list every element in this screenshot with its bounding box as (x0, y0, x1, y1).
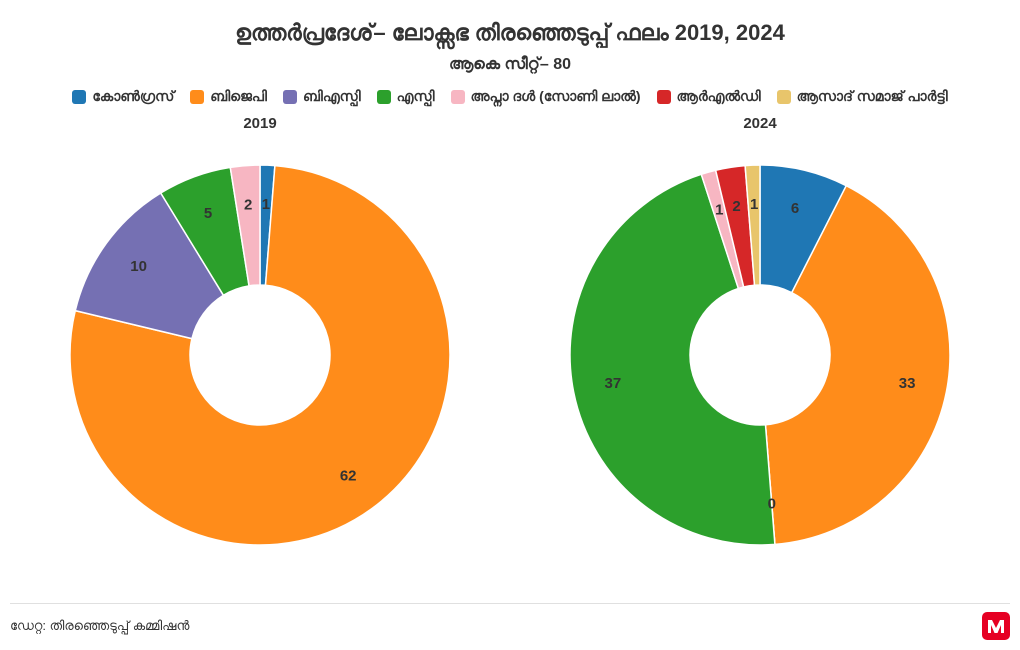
legend-label: എസ്പി (397, 88, 435, 105)
slice-value-label: 10 (130, 258, 147, 275)
slice-value-label: 1 (715, 202, 723, 219)
donut-year-label: 2019 (30, 115, 490, 132)
donut-chart: 2019 1 62 10 5 2 (30, 115, 490, 565)
legend-swatch (657, 90, 671, 104)
legend-swatch (451, 90, 465, 104)
source-text: ഡേറ്റ: തിരഞ്ഞെടുപ്പ് കമ്മിഷൻ (10, 618, 189, 634)
slice-value-label: 5 (204, 205, 212, 222)
slice-value-label: 6 (791, 200, 799, 217)
donut-svg: 1 62 10 5 2 (30, 135, 490, 565)
legend-item: ആർഎൽഡി (657, 88, 761, 105)
legend-label: അപ്നാ ദൾ (സോണി ലാൽ) (471, 88, 641, 105)
slice-value-label: 37 (605, 375, 622, 392)
slice-value-label: 0 (768, 496, 776, 513)
donut-svg: 6 33 0 37 121 (530, 135, 990, 565)
legend-label: ആർഎൽഡി (677, 88, 761, 105)
charts-area: 201916210522024633037121 (10, 115, 1010, 565)
legend-item: കോൺഗ്രസ് (72, 88, 174, 105)
legend-label: ബിജെപി (210, 88, 267, 105)
legend-swatch (283, 90, 297, 104)
legend-swatch (777, 90, 791, 104)
legend-label: കോൺഗ്രസ് (92, 88, 174, 105)
chart-title: ഉത്തർപ്രദേശ്– ലോക്സഭ തിരഞ്ഞെടുപ്പ് ഫലം 2… (10, 20, 1010, 46)
legend-swatch (377, 90, 391, 104)
legend-swatch (72, 90, 86, 104)
slice-value-label: 2 (732, 198, 740, 215)
slice-value-label: 33 (899, 375, 916, 392)
legend-item: ആസാദ് സമാജ് പാർട്ടി (777, 88, 948, 105)
donut-chart: 2024 6 33 0 37 121 (530, 115, 990, 565)
chart-container: ഉത്തർപ്രദേശ്– ലോക്സഭ തിരഞ്ഞെടുപ്പ് ഫലം 2… (0, 0, 1020, 650)
brand-logo-icon (982, 612, 1010, 640)
legend-item: ബിഎസ്പി (283, 88, 361, 105)
slice-value-label: 2 (244, 196, 252, 213)
legend-item: എസ്പി (377, 88, 435, 105)
legend-label: ആസാദ് സമാജ് പാർട്ടി (797, 88, 948, 105)
legend-item: അപ്നാ ദൾ (സോണി ലാൽ) (451, 88, 641, 105)
legend-label: ബിഎസ്പി (303, 88, 361, 105)
legend-swatch (190, 90, 204, 104)
slice-value-label: 1 (262, 196, 270, 213)
slice-value-label: 1 (750, 196, 758, 213)
legend: കോൺഗ്രസ് ബിജെപി ബിഎസ്പി എസ്പി അപ്നാ ദൾ (സോണി… (10, 88, 1010, 105)
legend-item: ബിജെപി (190, 88, 267, 105)
chart-subtitle: ആകെ സീറ്റ്– 80 (10, 56, 1010, 74)
slice-value-label: 62 (340, 467, 357, 484)
footer: ഡേറ്റ: തിരഞ്ഞെടുപ്പ് കമ്മിഷൻ (10, 603, 1010, 640)
donut-year-label: 2024 (530, 115, 990, 132)
